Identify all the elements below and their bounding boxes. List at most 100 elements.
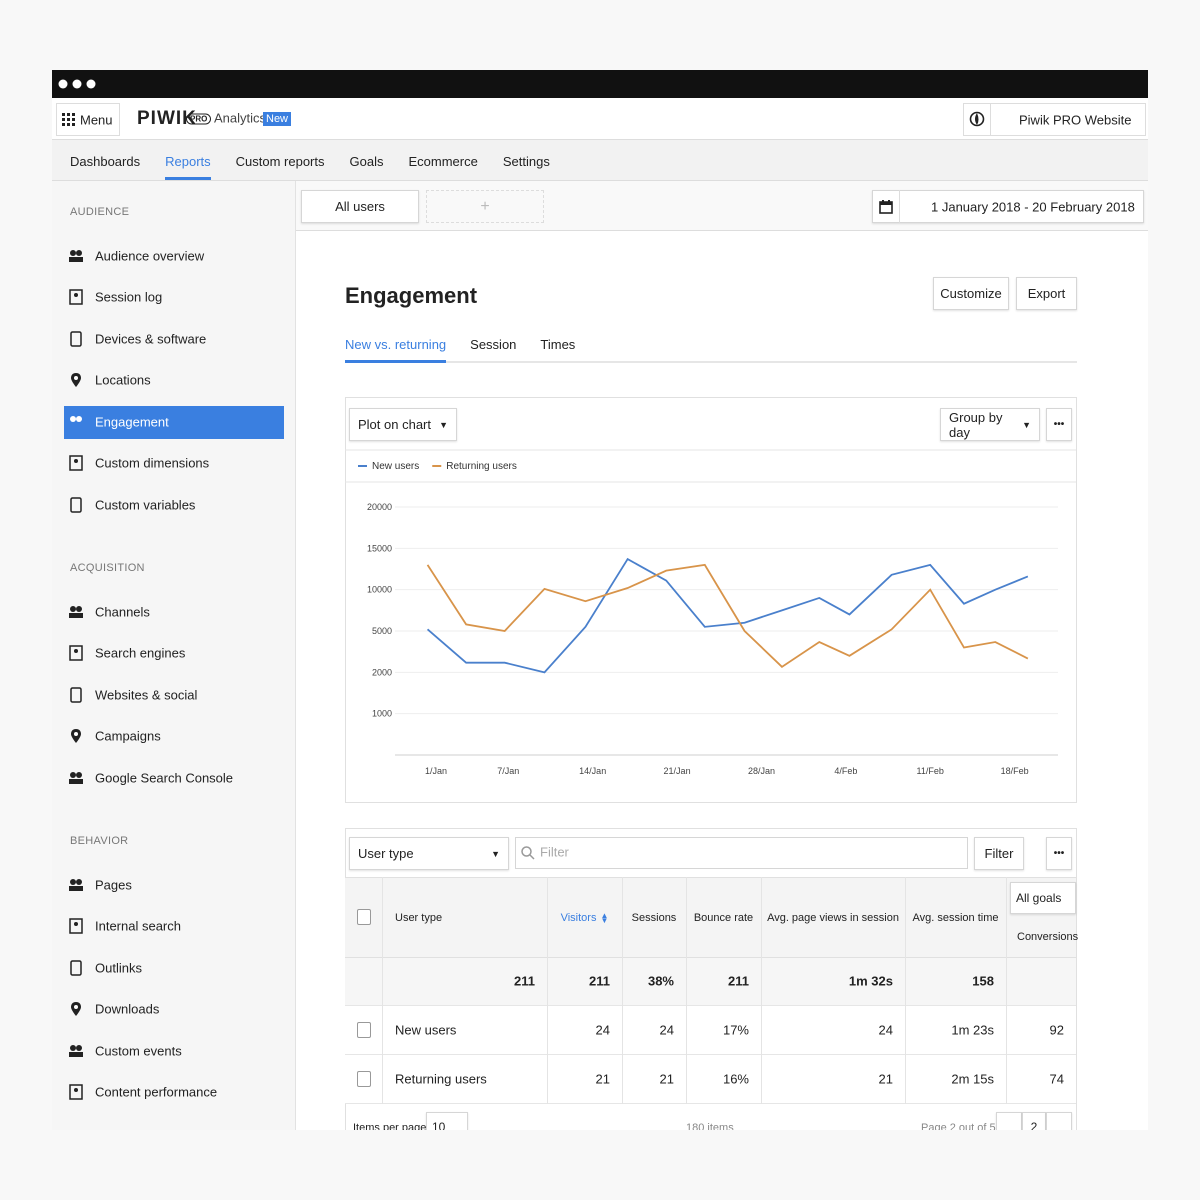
icon (69, 771, 83, 784)
filter-placeholder: Filter (540, 844, 569, 860)
x-tick-label: 21/Jan (664, 766, 691, 776)
column-divider (761, 877, 762, 1104)
table-cell: 1m 23s (951, 1022, 994, 1038)
sidebar (52, 181, 296, 1130)
page-button[interactable]: 2 (1022, 1112, 1046, 1130)
nav: Dashboards Reports Custom reports Goals Ecom… (70, 150, 550, 180)
segment-button[interactable]: All users (301, 190, 419, 223)
menu-label: Menu (80, 112, 113, 128)
product-name: Analytics (214, 110, 267, 126)
icon (69, 605, 83, 618)
column-header: Avg. session time (912, 912, 999, 924)
icon (69, 455, 83, 471)
sidebar-item[interactable]: Pages (95, 877, 132, 892)
sidebar-item[interactable]: Custom dimensions (95, 455, 210, 471)
y-tick-label: 2000 (372, 667, 392, 677)
column-header[interactable]: Visitors ▲ ▼ (560, 911, 609, 925)
table-cell: 74 (1049, 1071, 1064, 1087)
per-page-select[interactable]: 10 (426, 1112, 468, 1130)
sidebar-item[interactable]: Campaigns (95, 728, 161, 744)
tab[interactable]: New vs. returning (345, 334, 447, 363)
plot-select[interactable]: Plot on chart ▼ (349, 408, 457, 441)
site-selector[interactable] (963, 103, 1146, 136)
date-range: 1 January 2018 - 20 February 2018 (931, 199, 1135, 215)
icon (879, 200, 893, 214)
checkbox[interactable] (357, 1071, 371, 1087)
active-highlight (64, 405, 284, 439)
sidebar-item[interactable]: Devices & software (95, 331, 207, 346)
prev-button[interactable] (996, 1112, 1022, 1130)
sidebar-item[interactable]: Content performance (95, 1084, 218, 1100)
x-tick-label: 1/Jan (425, 766, 447, 776)
export-button[interactable]: Export (1016, 277, 1077, 310)
customize-button[interactable]: Customize (933, 277, 1009, 310)
legend-label: New users (372, 461, 419, 472)
column-divider (1006, 877, 1007, 1104)
filter-input[interactable] (515, 837, 968, 869)
nav-item[interactable]: Custom reports (235, 154, 325, 169)
icon (521, 846, 535, 860)
sort-icon[interactable]: ▲ ▼ (600, 911, 609, 925)
add-segment[interactable]: + (426, 190, 544, 223)
nav-bar (52, 140, 1148, 181)
icon (71, 1002, 81, 1016)
column-header: Bounce rate (693, 912, 754, 924)
legend-label: Returning users (446, 461, 517, 472)
column-header: Sessions (631, 912, 677, 924)
table-cell: New users (395, 1022, 457, 1038)
nav-item[interactable]: Ecommerce (408, 154, 478, 169)
nav-item[interactable]: Goals (349, 154, 384, 169)
select-label: Group by day (949, 409, 1003, 440)
sidebar-heading: AUDIENCE (70, 206, 130, 218)
nav-item[interactable]: Reports (165, 150, 211, 180)
dimension-select[interactable]: User type ▼ (349, 837, 509, 870)
next-button[interactable] (1046, 1112, 1072, 1130)
sidebar-item[interactable]: Downloads (95, 1001, 160, 1017)
tab[interactable]: Times (540, 337, 576, 352)
icon (69, 918, 83, 934)
column-divider (547, 877, 548, 1104)
sidebar-item[interactable]: Audience overview (95, 248, 205, 263)
icon (71, 729, 81, 743)
sidebar-item[interactable]: Outlinks (95, 960, 142, 975)
sidebar-heading: BEHAVIOR (70, 835, 129, 847)
sidebar-item[interactable]: Engagement (95, 414, 169, 429)
checkbox[interactable] (357, 1022, 371, 1038)
x-tick-label: 28/Jan (748, 766, 775, 776)
table-row (345, 1055, 1076, 1104)
date-icon-cell (872, 190, 900, 223)
table-header (345, 877, 1076, 958)
icon (62, 113, 75, 126)
logo-badge: PRO (186, 113, 212, 125)
nav-item[interactable]: Settings (502, 154, 550, 169)
sidebar-item[interactable]: Locations (95, 372, 151, 388)
goals-select[interactable]: All goals (1010, 882, 1076, 914)
new-badge: New (263, 112, 292, 126)
column-header: User type (395, 912, 443, 924)
checkbox[interactable] (357, 909, 371, 925)
chevron: ▼ (491, 848, 500, 859)
filter-button[interactable]: Filter (974, 837, 1024, 870)
column-divider (905, 877, 906, 1104)
sidebar-item[interactable]: Search engines (95, 645, 186, 661)
menu-button[interactable] (56, 103, 120, 136)
more-button[interactable]: ••• (1046, 408, 1072, 441)
sidebar-item[interactable]: Channels (95, 604, 150, 619)
sidebar-item[interactable]: Custom variables (95, 497, 196, 512)
chart: 1000 2000 5000 10000 15000 20000 1/Jan 7/Jan 14/… (345, 449, 1076, 776)
icon (70, 686, 82, 703)
sidebar-item[interactable]: Google Search Console (95, 770, 234, 785)
date-picker[interactable] (872, 190, 1144, 223)
table-more-button[interactable]: ••• (1046, 837, 1072, 870)
sidebar-item[interactable]: Internal search (95, 918, 181, 934)
page-info: Page 2 out of 5 (921, 1122, 996, 1134)
sidebar-item[interactable]: Session log (95, 289, 163, 305)
sidebar-item[interactable]: Custom events (95, 1043, 182, 1058)
group-select[interactable]: Group by day ▼ (940, 408, 1040, 441)
tab[interactable]: Session (470, 337, 517, 352)
table-cell: 211 (589, 973, 610, 989)
chevron: ▼ (439, 419, 448, 430)
nav-item[interactable]: Dashboards (70, 154, 141, 169)
sidebar-item[interactable]: Websites & social (95, 687, 198, 702)
icon (69, 878, 83, 891)
